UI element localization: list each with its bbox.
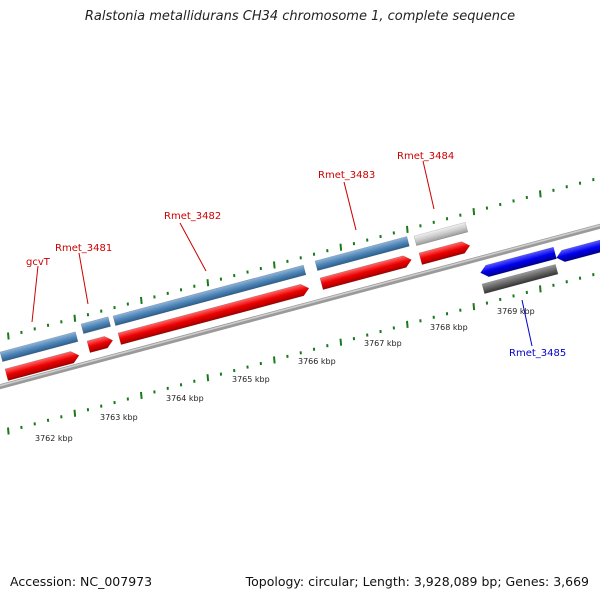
tick-outer — [339, 243, 343, 251]
tick-row-outer — [7, 178, 595, 340]
gene-bar-gcvT[interactable] — [0, 331, 79, 362]
tick-row-inner — [7, 273, 595, 435]
sequence-backbone — [0, 223, 600, 390]
scale-label: 3768 kbp — [430, 323, 468, 332]
cds-bar-Rmet_3484[interactable] — [418, 240, 471, 265]
cds-bar-gcvT[interactable] — [4, 350, 81, 381]
map-title: Ralstonia metallidurans CH34 chromosome … — [84, 9, 516, 24]
tick-inner — [140, 391, 143, 400]
accession-label: Accession: NC_007973 — [10, 574, 153, 589]
tick-outer — [539, 190, 542, 198]
gene-label-Rmet_3485[interactable]: Rmet_3485 — [509, 348, 566, 359]
scale-label: 3766 kbp — [298, 357, 336, 366]
tick-inner — [339, 338, 343, 346]
scale-label: 3769 kbp — [497, 307, 535, 316]
tick-inner — [406, 320, 409, 328]
tick-outer — [406, 225, 409, 233]
leader-Rmet_3485 — [521, 299, 533, 347]
scale-label: 3765 kbp — [232, 375, 270, 384]
leader-Rmet_3483 — [343, 181, 357, 231]
topology-summary: Topology: circular; Length: 3,928,089 bp… — [245, 574, 589, 589]
scale-label: 3762 kbp — [35, 434, 73, 443]
gene-label-gcvT[interactable]: gcvT — [26, 257, 51, 268]
gene-bar-Rmet_3484[interactable] — [413, 222, 469, 246]
gene-bar-Rmet_3481[interactable] — [80, 316, 111, 334]
tick-inner — [206, 374, 210, 382]
leader-gcvT — [31, 265, 39, 323]
cds-bar-Rmet_3482[interactable] — [117, 282, 310, 345]
scale-label: 3764 kbp — [166, 394, 204, 403]
feature-tracks — [0, 222, 600, 381]
callout-lines — [31, 160, 533, 347]
tick-outer — [273, 261, 276, 269]
scale-label: 3763 kbp — [100, 413, 138, 422]
gene-bar-Rmet_3485[interactable] — [481, 264, 559, 294]
cds-bar-Rmet_3485[interactable] — [479, 246, 557, 278]
tick-inner — [273, 356, 276, 364]
cds-bar-Rmet_3481[interactable] — [86, 335, 114, 353]
leader-Rmet_3484 — [422, 160, 435, 210]
tick-outer — [472, 208, 476, 216]
tick-inner — [73, 409, 77, 417]
gene-label-Rmet_3484[interactable]: Rmet_3484 — [397, 151, 454, 162]
gene-label-Rmet_3481[interactable]: Rmet_3481 — [55, 243, 112, 254]
tick-inner — [472, 303, 476, 311]
gene-label-Rmet_3483[interactable]: Rmet_3483 — [318, 170, 375, 181]
gene-bar-Rmet_3482[interactable] — [112, 264, 307, 326]
tick-inner — [539, 285, 542, 293]
gene-label-Rmet_3482[interactable]: Rmet_3482 — [164, 211, 221, 222]
tick-outer — [206, 279, 210, 287]
tick-outer — [73, 314, 77, 322]
tick-outer — [140, 296, 143, 305]
tick-outer — [7, 332, 10, 340]
scale-label: 3767 kbp — [364, 339, 402, 348]
cds-bar-next[interactable] — [555, 238, 600, 264]
leader-Rmet_3482 — [179, 222, 207, 272]
gene-bar-Rmet_3483[interactable] — [314, 236, 410, 271]
cds-bar-Rmet_3483[interactable] — [319, 254, 413, 290]
leader-Rmet_3481 — [78, 252, 89, 305]
tick-inner — [7, 427, 10, 435]
